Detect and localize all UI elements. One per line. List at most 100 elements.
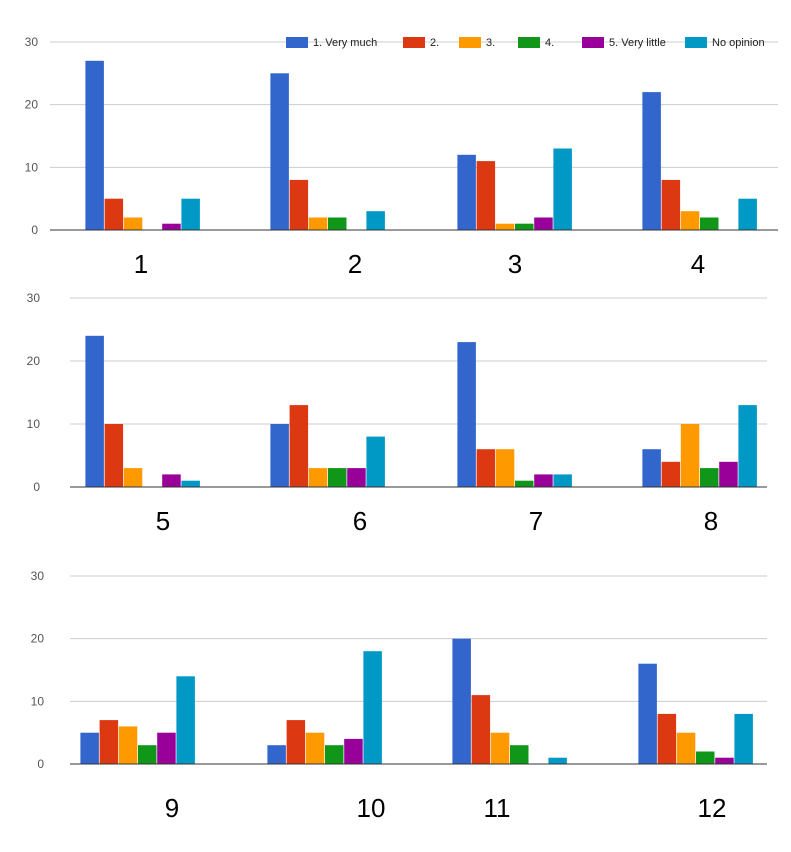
bar-4-series-1 <box>642 92 661 230</box>
bar-5-series-1 <box>85 335 104 487</box>
bar-8-series-5 <box>719 461 738 487</box>
bar-2-series-6 <box>366 211 385 230</box>
legend-swatch <box>582 37 604 48</box>
bar-1-series-6 <box>181 198 200 230</box>
bar-6-series-3 <box>308 468 328 487</box>
bar-4-series-4 <box>700 217 719 230</box>
y-tick-label: 20 <box>27 354 41 368</box>
bar-3-series-4 <box>515 223 534 230</box>
legend-swatch <box>403 37 425 48</box>
category-label: 7 <box>529 506 543 536</box>
bar-2-series-2 <box>289 179 309 230</box>
legend-swatch <box>685 37 707 48</box>
bar-5-series-6 <box>181 480 200 487</box>
legend-label: 1. Very much <box>313 37 377 49</box>
bar-6-series-1 <box>270 424 289 487</box>
bar-8-series-3 <box>680 424 700 487</box>
y-tick-label: 30 <box>31 569 45 583</box>
legend-item: 1. Very much <box>286 37 377 49</box>
bar-10-series-5 <box>344 738 363 764</box>
category-label: 4 <box>691 249 705 279</box>
legend-label: 5. Very little <box>609 37 666 49</box>
legend-item: No opinion <box>685 37 765 49</box>
bar-10-series-6 <box>363 651 382 764</box>
bar-4-series-3 <box>680 211 700 230</box>
bar-7-series-5 <box>534 474 553 487</box>
bar-10-series-3 <box>305 732 325 764</box>
bar-5-series-2 <box>104 424 124 487</box>
bar-3-series-6 <box>553 148 572 230</box>
bar-1-series-5 <box>162 223 181 230</box>
bar-9-series-3 <box>118 726 138 764</box>
chart-panel-1: 0 10 20 30 1 2 3 4 <box>25 35 778 279</box>
bar-6-series-2 <box>289 405 309 487</box>
y-tick-label: 10 <box>25 160 39 174</box>
bar-4-series-2 <box>661 179 681 230</box>
bar-12-series-1 <box>638 663 657 764</box>
category-label: 9 <box>165 793 179 823</box>
bar-12-series-3 <box>676 732 696 764</box>
bar-6-series-5 <box>347 468 366 487</box>
y-tick-label: 0 <box>33 480 40 494</box>
bar-10-series-4 <box>325 745 344 764</box>
legend-label: 3. <box>486 37 495 49</box>
legend-item: 5. Very little <box>582 37 666 49</box>
bar-10-series-1 <box>267 745 286 764</box>
legend-swatch <box>518 37 540 48</box>
category-label: 2 <box>348 249 362 279</box>
y-tick-label: 0 <box>37 757 44 771</box>
legend-item: 3. <box>459 37 495 49</box>
bar-1-series-1 <box>85 60 104 230</box>
category-label: 3 <box>508 249 522 279</box>
bar-8-series-2 <box>661 461 681 487</box>
bar-3-series-5 <box>534 217 553 230</box>
bar-11-series-2 <box>471 695 491 764</box>
category-label: 5 <box>156 506 170 536</box>
bar-11-series-4 <box>510 745 529 764</box>
bar-4-series-6 <box>738 198 757 230</box>
y-tick-label: 0 <box>31 223 38 237</box>
legend: 1. Very much 2. 3. 4. 5. Very little No opini… <box>286 37 765 49</box>
bar-11-series-6 <box>548 757 567 764</box>
y-tick-label: 10 <box>27 417 41 431</box>
y-tick-label: 20 <box>31 632 45 646</box>
bar-2-series-3 <box>308 217 328 230</box>
chart-panel-2: 0 10 20 30 5 6 7 8 <box>27 291 767 536</box>
bar-9-series-5 <box>157 732 176 764</box>
category-label: 6 <box>353 506 367 536</box>
category-label: 10 <box>357 793 386 823</box>
bar-10-series-2 <box>286 720 306 764</box>
legend-label: 2. <box>430 37 439 49</box>
bar-3-series-1 <box>457 154 476 230</box>
bar-7-series-2 <box>476 449 496 487</box>
bar-2-series-1 <box>270 73 289 230</box>
bar-1-series-2 <box>104 198 124 230</box>
category-label: 1 <box>134 249 148 279</box>
bar-5-series-3 <box>123 468 143 487</box>
bar-1-series-3 <box>123 217 143 230</box>
legend-swatch <box>286 37 308 48</box>
bar-9-series-1 <box>80 732 99 764</box>
bar-8-series-6 <box>738 405 757 487</box>
category-label: 11 <box>484 793 511 823</box>
bar-12-series-6 <box>734 713 753 764</box>
bar-7-series-4 <box>515 480 534 487</box>
bar-8-series-4 <box>700 468 719 487</box>
category-label: 12 <box>698 793 727 823</box>
bar-5-series-5 <box>162 474 181 487</box>
legend-label: 4. <box>545 37 554 49</box>
bar-11-series-1 <box>452 638 471 764</box>
legend-swatch <box>459 37 481 48</box>
bar-9-series-4 <box>138 745 157 764</box>
bar-3-series-3 <box>495 223 515 230</box>
bar-7-series-1 <box>457 342 476 487</box>
bar-7-series-6 <box>553 474 572 487</box>
y-tick-label: 30 <box>27 291 41 305</box>
y-tick-label: 10 <box>31 694 45 708</box>
bar-9-series-6 <box>176 676 195 764</box>
bar-8-series-1 <box>642 449 661 487</box>
bar-2-series-4 <box>328 217 347 230</box>
bar-3-series-2 <box>476 161 496 230</box>
bar-9-series-2 <box>99 720 119 764</box>
